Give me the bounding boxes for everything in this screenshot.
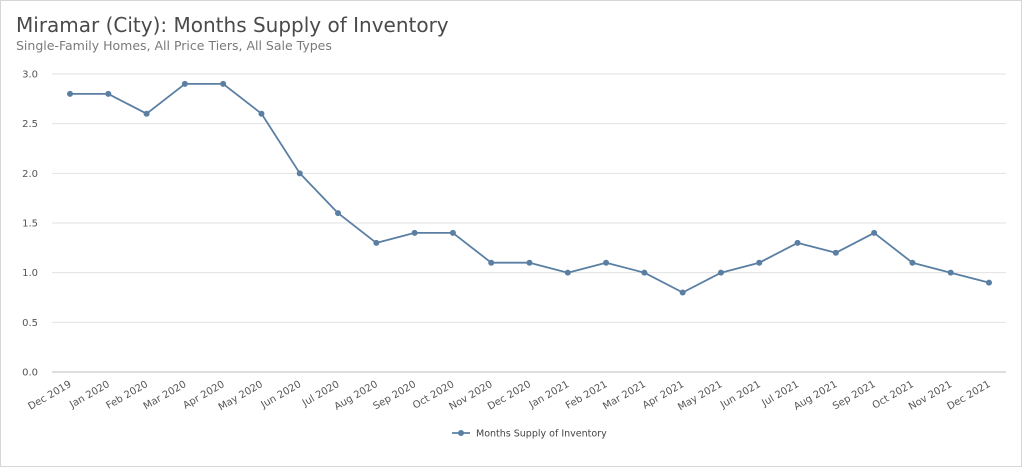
- data-point[interactable]: [526, 259, 533, 266]
- data-point[interactable]: [986, 279, 992, 286]
- y-tick-label: 2.0: [22, 169, 38, 180]
- data-point[interactable]: [411, 229, 418, 236]
- y-tick-label: 3.0: [22, 70, 38, 81]
- y-tick-label: 1.5: [22, 219, 38, 230]
- data-point[interactable]: [717, 269, 724, 276]
- chart-title: Miramar (City): Months Supply of Invento…: [16, 13, 449, 37]
- x-tick-label: Jun 2021: [718, 379, 763, 411]
- series-line: [67, 80, 992, 296]
- x-tick-label: Mar 2021: [601, 379, 648, 412]
- data-point[interactable]: [181, 80, 188, 87]
- x-tick-label: Sep 2020: [372, 379, 419, 412]
- data-point[interactable]: [909, 259, 916, 266]
- chart-subtitle: Single-Family Homes, All Price Tiers, Al…: [16, 38, 332, 53]
- y-axis-ticks: 0.0 0.5 1.0 1.5 2.0 2.5 3.0: [22, 70, 38, 379]
- data-point[interactable]: [143, 110, 150, 117]
- y-tick-label: 0.5: [22, 318, 38, 329]
- data-point[interactable]: [258, 110, 265, 117]
- data-point[interactable]: [603, 259, 610, 266]
- grid-lines: [52, 73, 1006, 373]
- data-point[interactable]: [756, 259, 763, 266]
- x-tick-label: Mar 2020: [142, 379, 189, 412]
- x-tick-label: Aug 2021: [792, 379, 839, 413]
- data-point[interactable]: [871, 229, 878, 236]
- data-point[interactable]: [67, 90, 73, 97]
- data-point[interactable]: [947, 269, 954, 276]
- data-point[interactable]: [220, 80, 227, 87]
- legend-marker-icon: [458, 430, 464, 436]
- legend[interactable]: Months Supply of Inventory: [452, 429, 607, 440]
- data-point[interactable]: [679, 289, 686, 296]
- data-point[interactable]: [832, 249, 839, 256]
- data-point[interactable]: [564, 269, 571, 276]
- x-tick-label: Jan 2020: [67, 379, 112, 411]
- x-tick-label: Sep 2021: [831, 379, 878, 412]
- legend-label: Months Supply of Inventory: [476, 429, 607, 440]
- x-tick-label: Jun 2020: [259, 379, 304, 411]
- y-tick-label: 0.0: [22, 368, 38, 379]
- data-point[interactable]: [105, 90, 112, 97]
- data-point[interactable]: [296, 170, 303, 177]
- x-tick-label: Jan 2021: [527, 379, 572, 411]
- data-point[interactable]: [449, 229, 456, 236]
- x-tick-label: Dec 2020: [486, 379, 533, 413]
- data-point[interactable]: [641, 269, 648, 276]
- data-point[interactable]: [794, 239, 801, 246]
- x-tick-label: Dec 2019: [26, 379, 73, 413]
- y-tick-label: 2.5: [22, 119, 38, 130]
- x-tick-label: Aug 2020: [333, 379, 380, 413]
- data-point[interactable]: [373, 239, 380, 246]
- data-point[interactable]: [335, 210, 342, 217]
- data-point[interactable]: [488, 259, 495, 266]
- y-tick-label: 1.0: [22, 268, 38, 279]
- x-tick-label: Dec 2021: [945, 379, 992, 413]
